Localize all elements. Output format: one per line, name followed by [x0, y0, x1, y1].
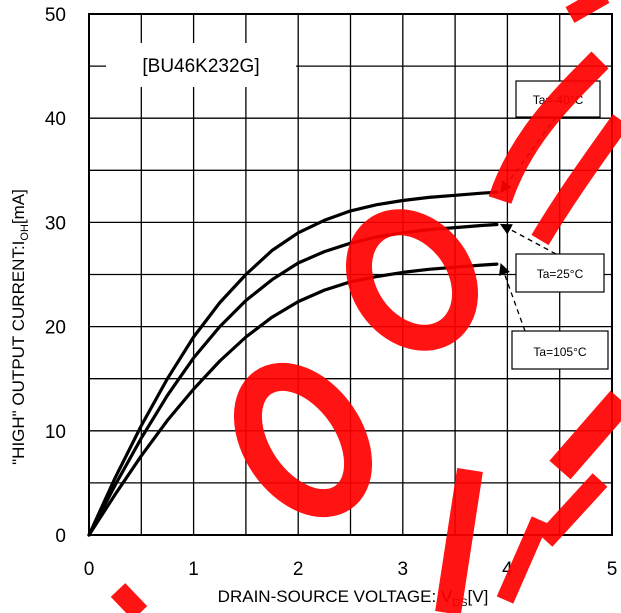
legend-label-1: Ta=25°C [537, 267, 584, 281]
legend-box-1 [515, 253, 605, 293]
x-tick-label: 1 [188, 559, 199, 580]
y-tick-label: 30 [45, 213, 66, 234]
legend-leader-2 [498, 262, 526, 332]
chart-title-box [106, 43, 296, 87]
y-tick-label: 0 [55, 526, 66, 547]
legend-box-2 [511, 330, 609, 370]
x-tick-label: 2 [293, 559, 304, 580]
chart-title: [BU46K232G] [142, 56, 259, 77]
legend-leader-1 [499, 223, 557, 255]
x-tick-label: 0 [84, 559, 95, 580]
x-tick-label: 4 [502, 559, 513, 580]
x-tick-label: 5 [607, 559, 618, 580]
y-tick-label: 10 [45, 422, 66, 443]
y-tick-label: 50 [45, 5, 66, 26]
y-axis-title: "HIGH" OUTPUT CURRENT:IOH[mA] [9, 189, 31, 465]
watermark [110, 0, 621, 613]
y-tick-label: 20 [45, 318, 66, 339]
series-line-2 [87, 262, 499, 537]
legend-label-2: Ta=105°C [533, 345, 587, 359]
x-tick-label: 3 [398, 559, 409, 580]
series-line-0 [87, 190, 499, 537]
x-tick-labels: 0 1 2 3 4 5 [84, 559, 618, 580]
y-tick-label: 40 [45, 109, 66, 130]
y-tick-labels: 0 10 20 30 40 50 [45, 5, 66, 547]
plot-frame [88, 13, 613, 536]
